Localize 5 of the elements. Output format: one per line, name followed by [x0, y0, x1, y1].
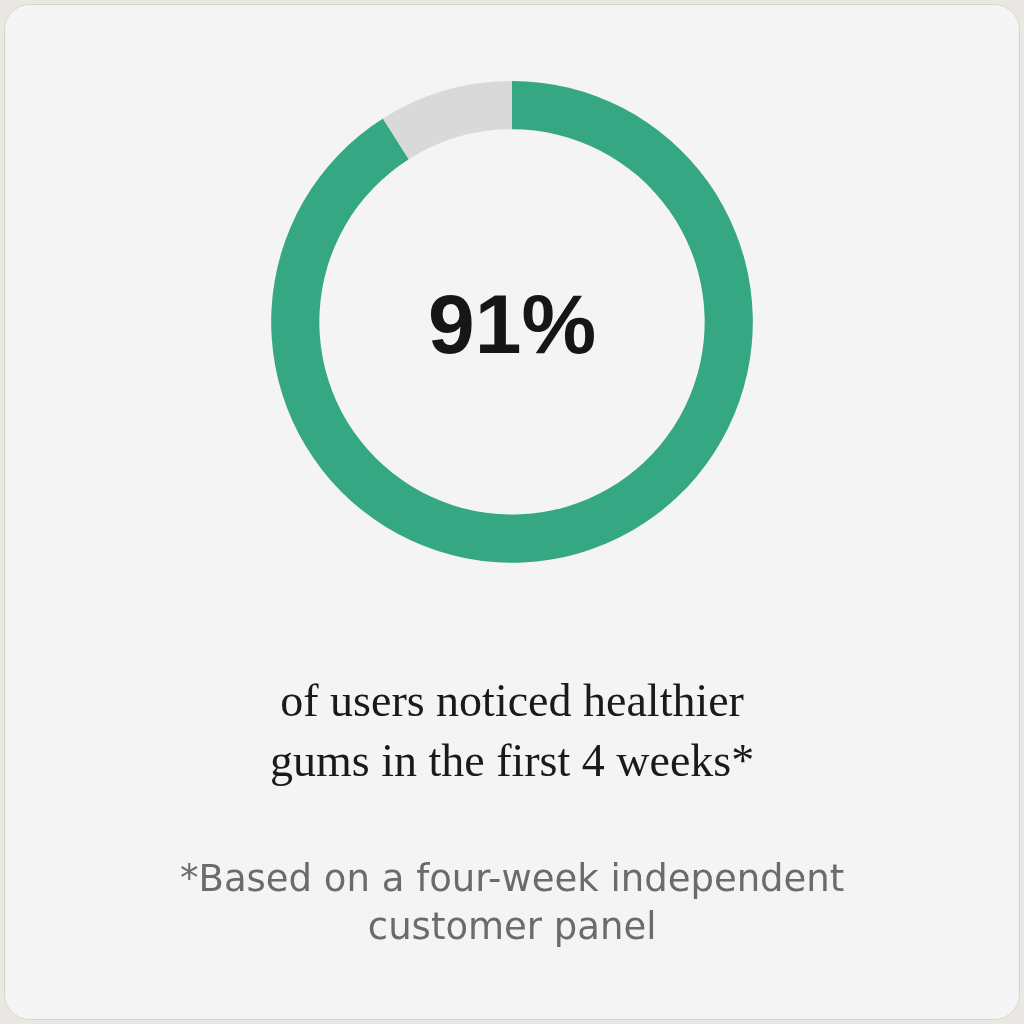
donut-slice	[382, 81, 512, 160]
text: *Based on a four-week independent customer panel	[180, 857, 845, 949]
text: 91%	[428, 277, 597, 371]
donut-slice	[271, 81, 753, 563]
text: of users noticed healthier gums in the first 4 weeks*	[270, 675, 755, 786]
